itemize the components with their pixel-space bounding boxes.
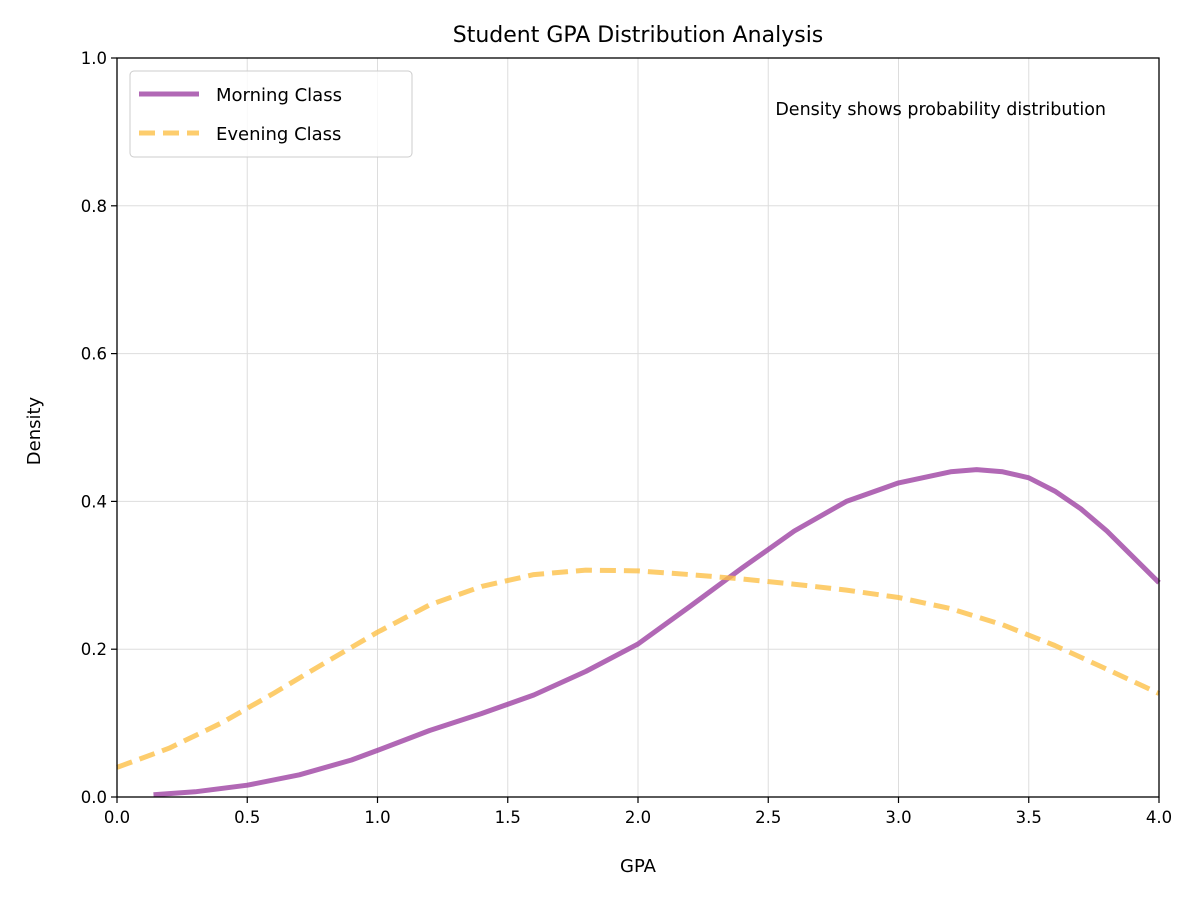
- y-tick-label: 0.8: [81, 197, 107, 216]
- x-tick-label: 4.0: [1146, 808, 1172, 827]
- chart-annotation: Density shows probability distribution: [775, 100, 1106, 120]
- x-tick-label: 1.5: [495, 808, 521, 827]
- legend-box: [129, 70, 413, 158]
- chart-title: Student GPA Distribution Analysis: [453, 23, 824, 48]
- y-tick-label: 0.4: [81, 492, 107, 511]
- y-tick-label: 1.0: [81, 49, 107, 68]
- x-tick-label: 3.0: [885, 808, 911, 827]
- x-axis-title: GPA: [620, 856, 657, 877]
- x-tick-label: 2.0: [625, 808, 651, 827]
- grid-lines: [116, 57, 1160, 798]
- legend-label-morning: Morning Class: [216, 85, 342, 106]
- axis-ticks: 0.0 0.5 1.0 1.5 2.0 2.5 3.0 3.5 4.0 0.0 0.2 0.4 0.6 0…: [81, 49, 1172, 827]
- x-tick-label: 1.0: [364, 808, 390, 827]
- y-axis-title: Density: [24, 396, 45, 465]
- x-tick-label: 0.5: [234, 808, 260, 827]
- series-line-morning-class: [153, 467, 1161, 798]
- legend: Morning Class Evening Class: [129, 70, 413, 158]
- y-tick-label: 0.6: [81, 345, 107, 364]
- y-tick-label: 0.2: [81, 640, 107, 659]
- y-tick-label: 0.0: [81, 788, 107, 807]
- x-tick-label: 2.5: [755, 808, 781, 827]
- legend-label-evening: Evening Class: [216, 124, 341, 145]
- series-line-evening-class: [116, 567, 1161, 770]
- series-lines: [116, 467, 1161, 798]
- x-tick-label: 0.0: [104, 808, 130, 827]
- x-tick-label: 3.5: [1016, 808, 1042, 827]
